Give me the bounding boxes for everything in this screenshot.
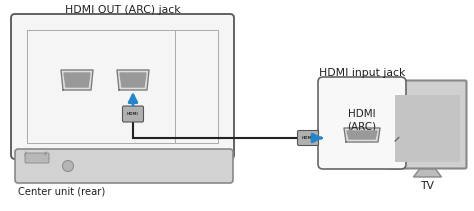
FancyBboxPatch shape: [122, 106, 144, 122]
Text: HDMI
(ARC): HDMI (ARC): [347, 109, 376, 131]
Polygon shape: [61, 70, 93, 90]
Text: HDMI: HDMI: [127, 112, 139, 116]
FancyBboxPatch shape: [15, 149, 233, 183]
Polygon shape: [347, 131, 377, 139]
Text: TV: TV: [420, 181, 435, 191]
Text: HDMI OUT (ARC) jack: HDMI OUT (ARC) jack: [64, 5, 180, 15]
Text: HDMI input jack: HDMI input jack: [319, 68, 405, 78]
Polygon shape: [120, 73, 146, 87]
Text: Center unit (rear): Center unit (rear): [18, 186, 105, 196]
FancyBboxPatch shape: [318, 77, 406, 169]
FancyBboxPatch shape: [395, 95, 460, 162]
Circle shape: [63, 161, 73, 172]
Text: HDMI: HDMI: [302, 136, 314, 140]
FancyBboxPatch shape: [298, 130, 319, 146]
Polygon shape: [344, 128, 380, 142]
Polygon shape: [117, 70, 149, 90]
FancyBboxPatch shape: [389, 81, 466, 169]
Polygon shape: [413, 169, 441, 177]
FancyBboxPatch shape: [11, 14, 234, 159]
Polygon shape: [64, 73, 90, 87]
FancyBboxPatch shape: [25, 153, 49, 163]
